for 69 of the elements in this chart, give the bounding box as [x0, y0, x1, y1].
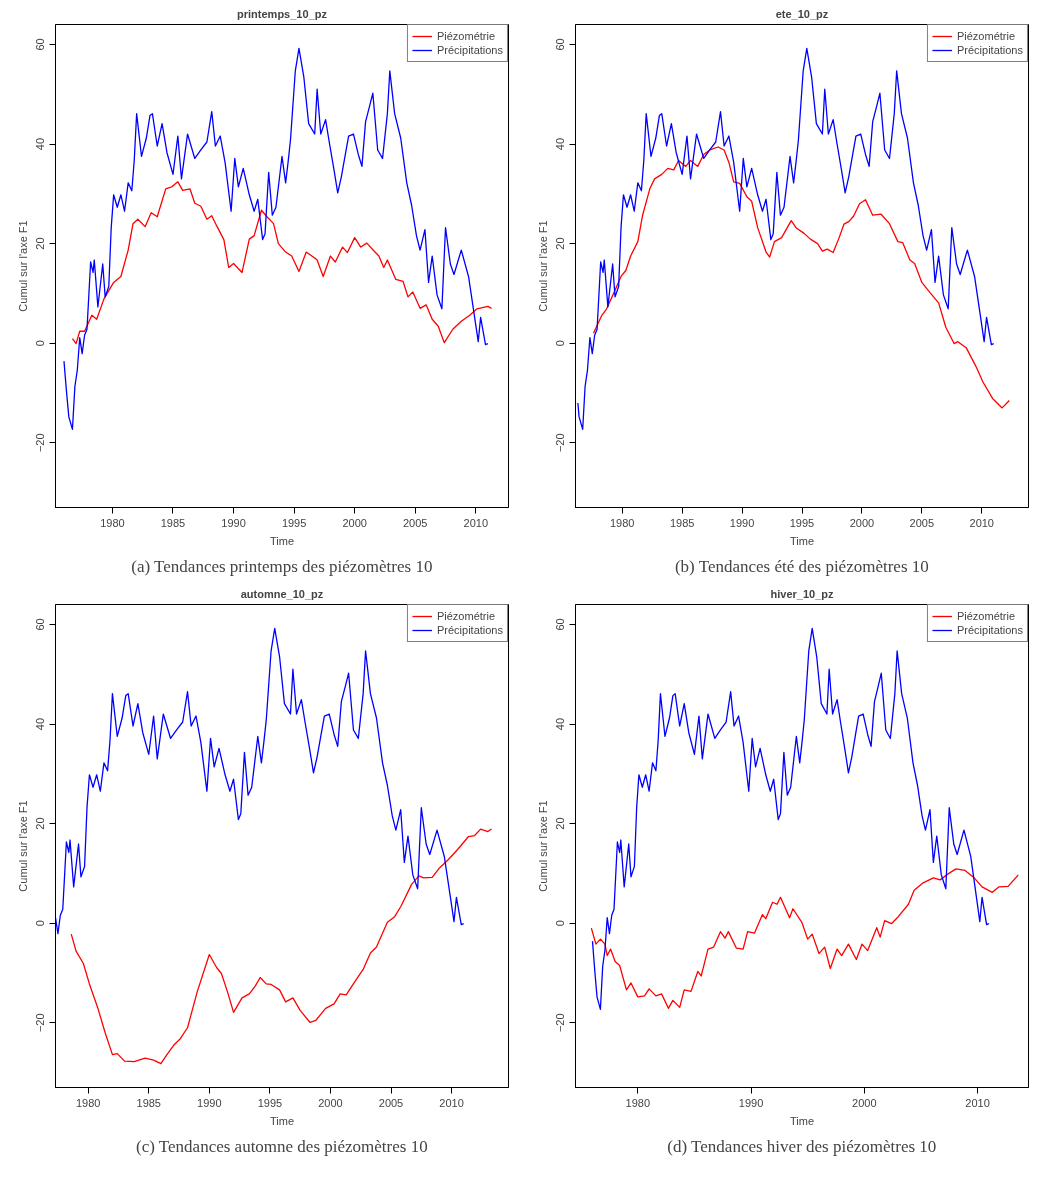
y-tick-label: −20 [554, 433, 567, 453]
legend-label: Piézométrie [956, 29, 1016, 43]
y-tick-label: 20 [34, 817, 47, 830]
y-tick-label: −20 [34, 1013, 47, 1033]
y-axis-title: Cumul sur l'axe F1 [536, 220, 549, 312]
x-tick-label: 1980 [75, 1096, 101, 1109]
x-tick-label: 2010 [969, 516, 995, 529]
y-tick-label: 0 [554, 920, 567, 927]
x-tick-label: 2000 [849, 516, 875, 529]
y-axis-title: Cumul sur l'axe F1 [16, 220, 29, 312]
x-tick-label: 1995 [281, 516, 307, 529]
text: (d) Tendances hiver des piézomètres 10 [667, 1136, 937, 1156]
y-tick-label: 40 [34, 717, 47, 731]
y-tick-label: 60 [554, 38, 567, 51]
x-tick-label: 2005 [378, 1096, 404, 1109]
legend-label: Précipitations [436, 43, 503, 57]
y-axis-title: Cumul sur l'axe F1 [536, 800, 549, 892]
x-tick-label: 1980 [100, 516, 125, 529]
chart-title: ete_10_pz [775, 7, 829, 20]
y-tick-label: 60 [34, 618, 47, 631]
x-tick-label: 1990 [197, 1096, 222, 1109]
legend-label: Piézométrie [436, 29, 496, 43]
x-tick-label: 1995 [257, 1096, 283, 1109]
x-tick-label: 1980 [625, 1096, 651, 1109]
x-tick-label: 2010 [439, 1096, 464, 1109]
x-tick-label: 1985 [136, 1096, 162, 1109]
x-tick-label: 2000 [342, 516, 367, 529]
y-tick-label: 40 [554, 717, 567, 731]
x-tick-label: 1995 [789, 516, 815, 529]
legend-label: Piézométrie [436, 609, 496, 623]
y-tick-label: 60 [554, 618, 567, 631]
x-tick-label: 1990 [738, 1096, 764, 1109]
y-tick-label: 0 [34, 340, 47, 347]
x-axis-title: Time [789, 1114, 815, 1127]
x-tick-label: 1990 [221, 516, 246, 529]
legend-label: Précipitations [436, 623, 503, 637]
x-tick-label: 1990 [729, 516, 755, 529]
text: (b) Tendances été des piézomètres 10 [674, 556, 929, 576]
y-tick-label: 40 [554, 137, 567, 151]
x-tick-label: 1985 [669, 516, 695, 529]
y-tick-label: −20 [34, 433, 47, 453]
x-axis-title: Time [269, 534, 295, 547]
x-tick-label: 2010 [965, 1096, 990, 1109]
legend-label: Piézométrie [956, 609, 1016, 623]
chart-title: automne_10_pz [240, 587, 324, 600]
text: (c) Tendances automne des piézomètres 10 [136, 1136, 428, 1156]
legend-label: Précipitations [956, 623, 1023, 637]
x-tick-label: 2005 [909, 516, 935, 529]
y-tick-label: 20 [554, 817, 567, 830]
y-tick-label: 20 [554, 237, 567, 250]
legend-label: Précipitations [956, 43, 1023, 57]
x-tick-label: 2010 [463, 516, 489, 529]
y-axis-title: Cumul sur l'axe F1 [16, 800, 29, 892]
text: (a) Tendances printemps des piézomètres 10 [131, 556, 433, 576]
x-tick-label: 1980 [610, 516, 635, 529]
x-tick-label: 2000 [852, 1096, 877, 1109]
chart-title: printemps_10_pz [237, 7, 328, 20]
y-tick-label: 40 [34, 137, 47, 151]
x-tick-label: 2000 [318, 1096, 343, 1109]
y-tick-label: 0 [554, 340, 567, 347]
x-axis-title: Time [789, 534, 815, 547]
chart-title: hiver_10_pz [770, 587, 834, 600]
x-tick-label: 2005 [403, 516, 428, 529]
y-tick-label: 20 [34, 237, 47, 250]
x-tick-label: 1985 [160, 516, 186, 529]
x-axis-title: Time [269, 1114, 295, 1127]
y-tick-label: 0 [34, 920, 47, 927]
y-tick-label: 60 [34, 38, 47, 51]
y-tick-label: −20 [554, 1013, 567, 1033]
